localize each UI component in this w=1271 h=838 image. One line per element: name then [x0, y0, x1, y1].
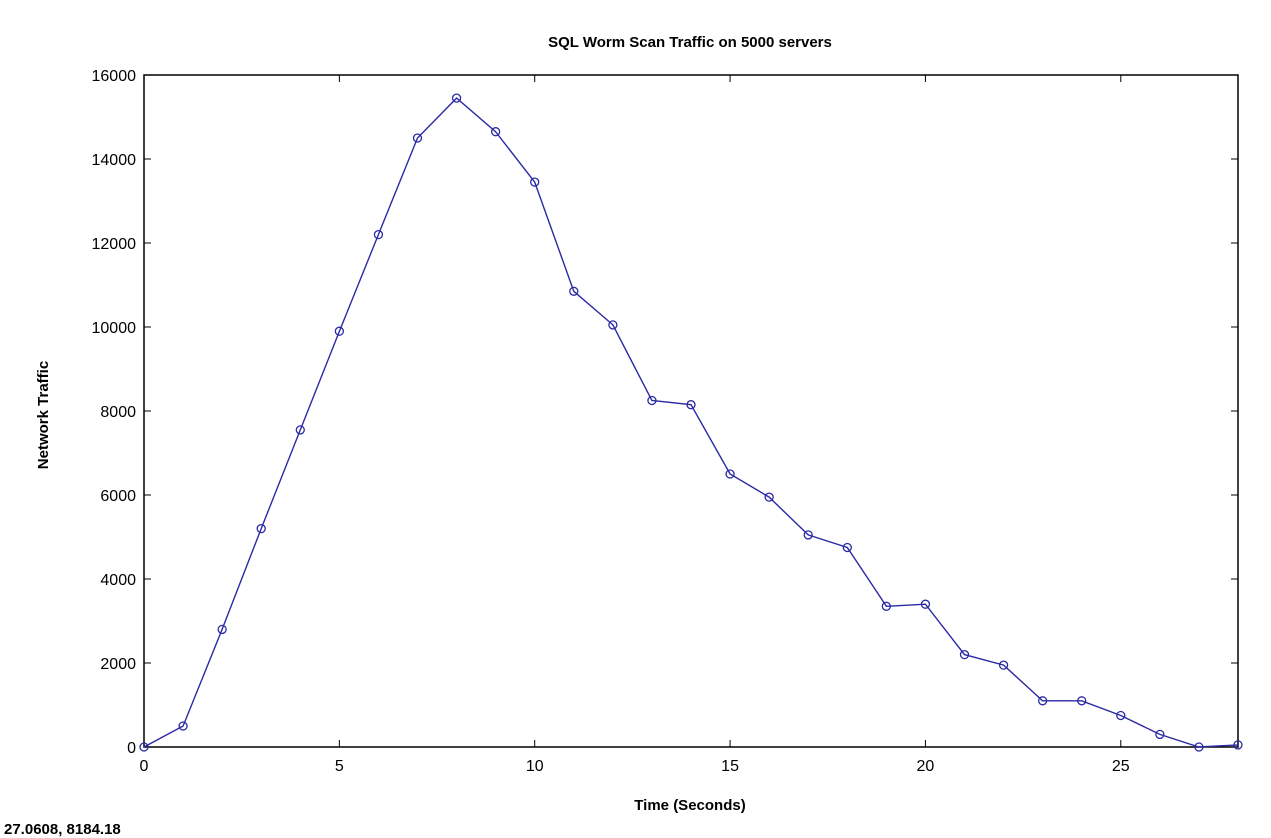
- data-point: [139, 742, 149, 752]
- data-point: [256, 523, 266, 534]
- data-point: [608, 320, 618, 330]
- y-tick-label: 14000: [92, 152, 137, 169]
- data-point: [920, 599, 931, 609]
- x-tick-label: 20: [917, 758, 935, 775]
- x-tick-label: 0: [140, 758, 149, 775]
- y-tick-label: 16000: [92, 68, 137, 85]
- data-point: [803, 530, 813, 540]
- y-tick-label: 12000: [92, 236, 137, 253]
- x-tick-label: 15: [721, 758, 739, 775]
- data-point: [686, 400, 696, 410]
- data-point: [490, 127, 501, 137]
- data-point: [842, 542, 852, 553]
- data-point: [451, 93, 462, 103]
- data-point: [295, 425, 305, 435]
- data-point: [1116, 710, 1126, 721]
- y-tick-label: 2000: [100, 656, 136, 673]
- y-tick-label: 8000: [100, 404, 136, 421]
- y-tick-label: 4000: [100, 572, 136, 589]
- cursor-coordinate-readout: 27.0608, 8184.18: [4, 821, 121, 838]
- data-point: [959, 649, 970, 660]
- x-axis-title: Time (Seconds): [634, 797, 745, 814]
- data-point: [217, 624, 227, 635]
- axis-ticks: 0 5 10 15 20 25 0 2000 4000 6000 8000 10000 12000 140…: [92, 68, 1238, 775]
- y-axis-title: Network Traffic: [35, 361, 52, 469]
- data-point: [1155, 729, 1165, 740]
- data-point: [1037, 696, 1048, 706]
- data-point: [725, 469, 735, 479]
- x-tick-label: 10: [526, 758, 544, 775]
- y-tick-label: 6000: [100, 488, 136, 505]
- x-tick-label: 25: [1112, 758, 1130, 775]
- data-point: [881, 601, 892, 611]
- series-line: [143, 97, 1239, 748]
- data-point: [764, 492, 774, 502]
- data-point: [647, 395, 657, 406]
- y-tick-label: 0: [127, 740, 136, 757]
- series-points: [139, 93, 1243, 752]
- data-point: [1077, 696, 1087, 706]
- data-point: [412, 133, 423, 143]
- data-point: [334, 326, 345, 336]
- data-point: [569, 286, 579, 296]
- x-tick-label: 5: [335, 758, 344, 775]
- chart-title: SQL Worm Scan Traffic on 5000 servers: [548, 34, 832, 51]
- data-point: [1194, 742, 1204, 752]
- data-point: [530, 177, 540, 187]
- data-point: [178, 721, 188, 731]
- y-tick-label: 10000: [92, 320, 137, 337]
- data-point: [1233, 740, 1243, 750]
- data-point: [373, 229, 384, 240]
- data-point: [998, 660, 1009, 670]
